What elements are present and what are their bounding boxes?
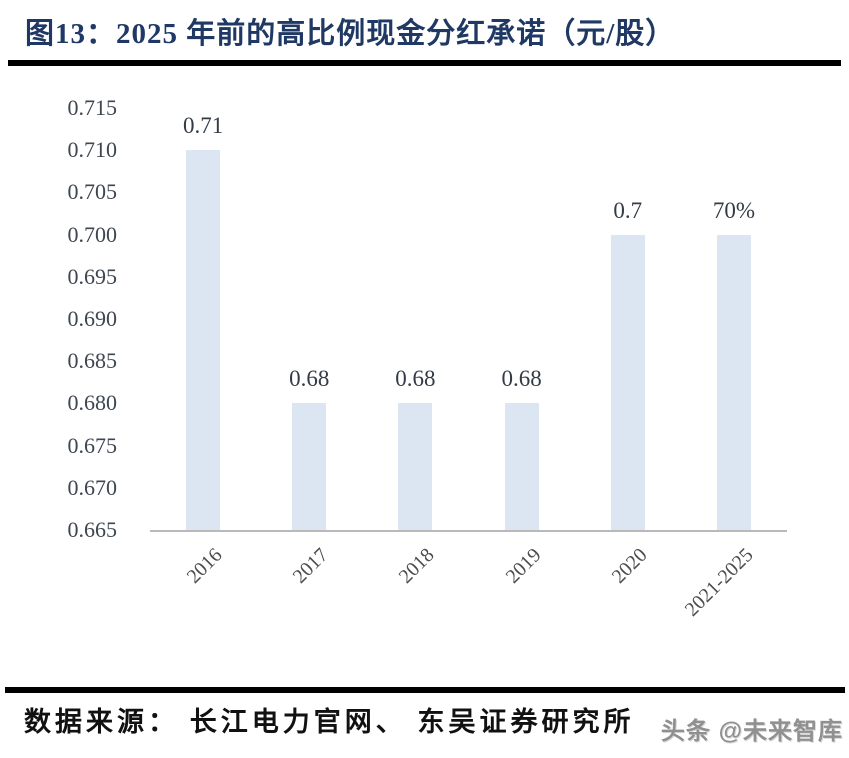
data-source: 数据来源： 长江电力官网、 东吴证券研究所 (24, 707, 635, 737)
y-axis-tick: 0.675 (67, 432, 118, 458)
y-axis-tick: 0.685 (67, 348, 118, 374)
y-axis-tick: 0.680 (67, 390, 118, 416)
x-axis-label: 2020 (607, 544, 652, 588)
figure-title: 图13：2025 年前的高比例现金分红承诺（元/股） (25, 18, 676, 50)
bar-value-label: 0.68 (289, 366, 330, 392)
y-axis-tick: 0.710 (67, 137, 118, 163)
bar-2016 (186, 150, 221, 530)
bar-value-label: 0.68 (501, 366, 542, 392)
y-axis-tick: 0.690 (67, 306, 118, 331)
x-axis-line (150, 530, 787, 532)
x-axis-label: 2021-2025 (680, 544, 758, 621)
title-divider (8, 60, 841, 66)
bar-2020 (610, 234, 645, 530)
y-axis-tick: 0.695 (67, 263, 118, 289)
bar-2021-2025 (716, 234, 751, 530)
bar-value-label: 0.71 (182, 113, 224, 139)
x-axis-label: 2019 (501, 544, 546, 588)
bar-value-label: 0.68 (395, 366, 436, 392)
y-axis-tick: 0.700 (67, 221, 118, 247)
y-axis-tick: 0.705 (67, 179, 118, 205)
footer-divider (5, 687, 845, 693)
bar-2017 (292, 403, 327, 530)
x-axis-label: 2016 (182, 544, 227, 588)
bar-2018 (398, 403, 433, 530)
y-axis-tick: 0.670 (67, 474, 118, 500)
bar-value-label: 0.7 (613, 197, 643, 223)
bar-value-label: 70% (712, 197, 755, 223)
x-axis-label: 2017 (288, 544, 333, 588)
y-axis-tick: 0.715 (67, 95, 118, 120)
bar-2019 (504, 403, 539, 530)
watermark: 头条 @未来智库 (660, 718, 843, 745)
x-axis-label: 2018 (395, 544, 439, 588)
y-axis-tick: 0.665 (67, 517, 118, 542)
